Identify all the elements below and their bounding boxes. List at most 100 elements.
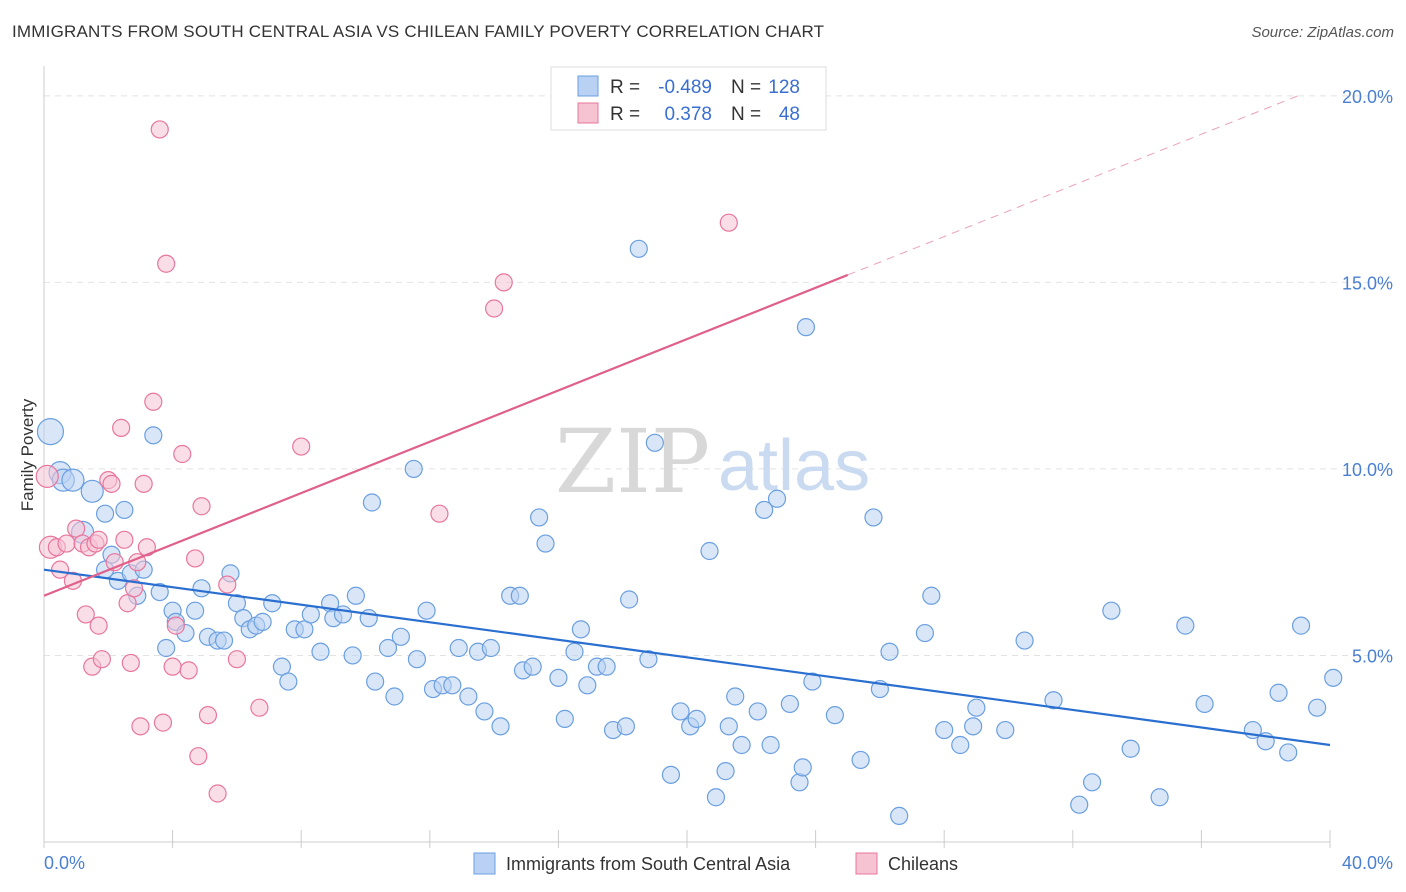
y-tick-labels: 5.0% 10.0% 15.0% 20.0% [1342, 87, 1393, 667]
pink-point [227, 650, 246, 669]
pink-point [121, 653, 140, 673]
y-axis-label: Family Poverty [18, 398, 37, 511]
blue-point [661, 765, 681, 784]
legend-swatch-blue [577, 75, 599, 97]
blue-point [523, 657, 542, 676]
legend-swatch-pink [577, 102, 599, 124]
blue-point [748, 702, 767, 721]
blue-point [311, 642, 330, 661]
bottom-legend-swatch-blue [473, 852, 496, 875]
blue-point [407, 650, 427, 669]
pink-point [144, 392, 163, 411]
legend-n-label-blue: N = [731, 77, 761, 98]
blue-point [726, 687, 745, 706]
pink-point [192, 497, 211, 516]
blue-point [186, 601, 205, 620]
pink-point [102, 474, 121, 493]
blue-point [796, 318, 816, 337]
blue-point [536, 534, 555, 553]
blue-point [578, 676, 597, 695]
blue-point [510, 586, 529, 605]
blue-point [706, 788, 726, 807]
blue-point [996, 720, 1015, 740]
blue-point [793, 758, 812, 777]
blue-point [790, 773, 809, 792]
blue-point [417, 601, 436, 620]
blue-point [671, 702, 690, 721]
pink-point [208, 784, 227, 803]
pink-point [150, 120, 169, 139]
blue-point [732, 735, 751, 755]
watermark-atlas: atlas [718, 426, 870, 506]
pink-point [179, 661, 198, 680]
blue-point [571, 620, 591, 639]
pink-point [124, 579, 144, 598]
blue-point [880, 642, 899, 661]
blue-point [549, 668, 568, 687]
blue-point [366, 672, 385, 691]
blue-point [443, 676, 462, 695]
pink-point [198, 706, 218, 725]
pink-trend-extension [847, 95, 1299, 276]
blue-point [144, 426, 163, 445]
pink-point [112, 418, 131, 437]
pink-point [115, 530, 134, 549]
pink-point [719, 213, 738, 232]
blue-point [687, 709, 706, 728]
blue-point [1269, 683, 1288, 702]
grid-lines [44, 95, 1395, 656]
pink-point [186, 549, 205, 568]
blue-point [481, 638, 500, 658]
blue-point [459, 687, 478, 706]
top-legend: R = -0.489 N = 128 R = 0.378 N = 48 [550, 66, 827, 131]
blue-point [803, 672, 822, 691]
pink-point [131, 717, 150, 736]
blue-point [767, 489, 787, 508]
x-ticks [43, 830, 1331, 848]
blue-point [629, 239, 648, 258]
blue-point [922, 586, 941, 605]
blue-point [1279, 743, 1298, 762]
bottom-legend: Immigrants from South Central Asia Chile… [473, 852, 958, 875]
series-pink-points [35, 120, 738, 803]
blue-point [616, 717, 636, 736]
blue-point [719, 717, 738, 736]
blue-point [61, 468, 85, 492]
blue-point [935, 720, 954, 740]
blue-point [864, 508, 883, 527]
blue-point [491, 717, 510, 736]
source-label: Source: ZipAtlas.com [1251, 24, 1394, 41]
x-tick-label-min: 0.0% [44, 853, 85, 873]
pink-point [292, 437, 311, 456]
blue-point [967, 698, 986, 717]
legend-r-label-blue: R = [610, 77, 640, 98]
pink-point [430, 504, 449, 523]
legend-r-value-blue: -0.489 [658, 77, 712, 98]
legend-r-value-pink: 0.378 [664, 104, 712, 125]
blue-point [1082, 773, 1102, 792]
bottom-legend-swatch-pink [855, 852, 878, 875]
blue-point [780, 694, 799, 714]
blue-point [1291, 616, 1311, 635]
blue-point [1121, 739, 1140, 758]
blue-point [639, 650, 658, 669]
pink-point [163, 657, 182, 676]
blue-point [851, 750, 870, 770]
blue-point [362, 493, 382, 512]
pink-point [157, 254, 176, 273]
y-tick-label-15: 15.0% [1342, 273, 1393, 293]
bottom-legend-label-blue: Immigrants from South Central Asia [506, 854, 791, 874]
pink-point [89, 530, 108, 549]
blue-point [1176, 616, 1195, 635]
y-tick-label-10: 10.0% [1342, 460, 1393, 480]
blue-point [716, 762, 735, 781]
blue-point [755, 500, 774, 520]
blue-point [555, 709, 574, 728]
pink-point [76, 605, 95, 624]
y-tick-label-5: 5.0% [1352, 646, 1393, 666]
blue-point [825, 706, 844, 725]
legend-n-label-pink: N = [731, 104, 761, 125]
blue-point [150, 582, 169, 602]
watermark: ZIP atlas [555, 410, 870, 513]
blue-point [391, 627, 410, 646]
